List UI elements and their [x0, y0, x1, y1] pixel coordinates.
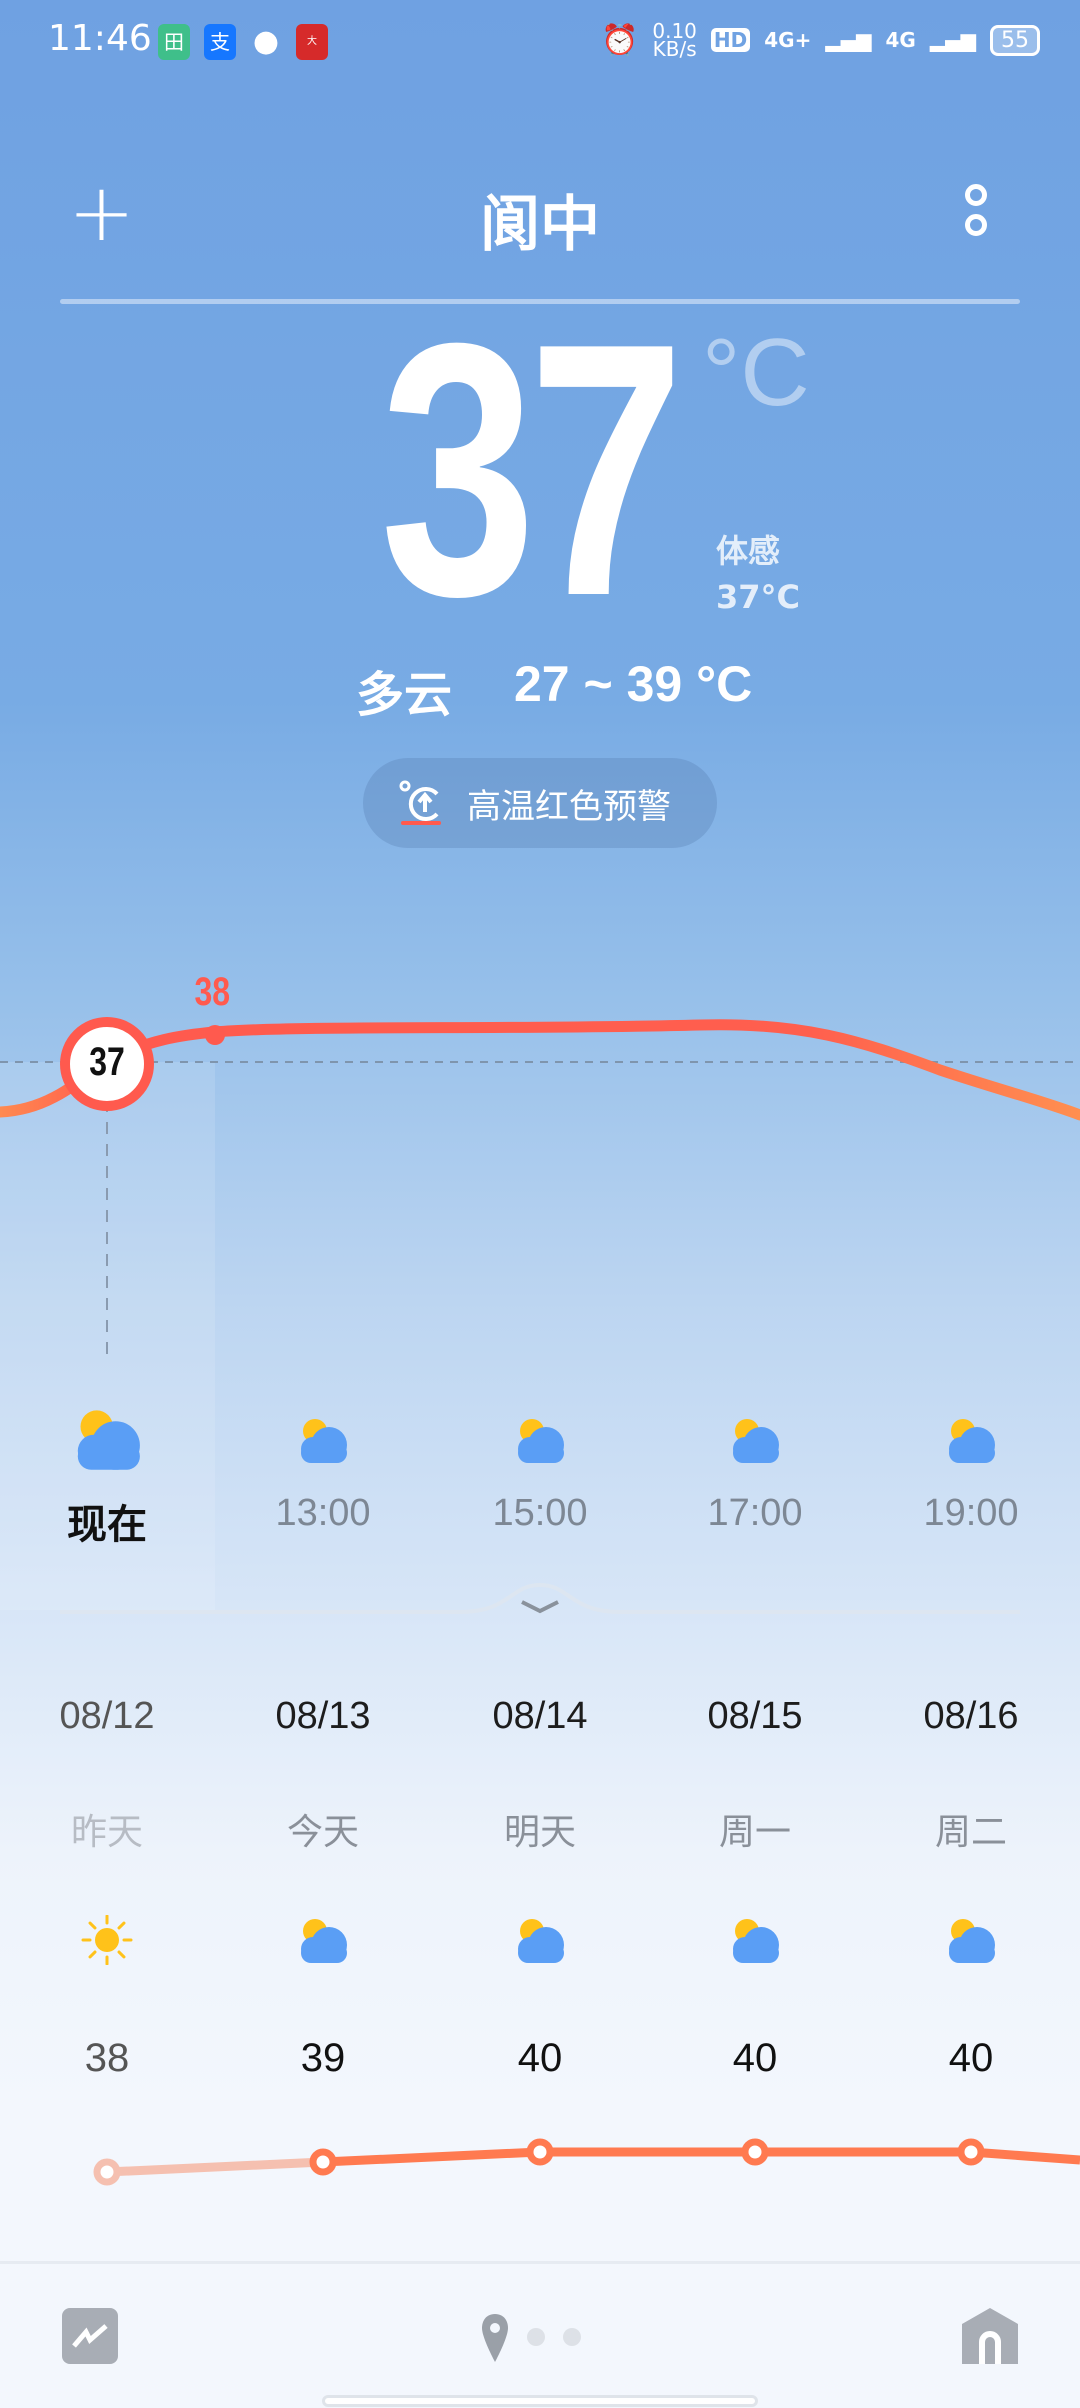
daily-temp-chart — [93, 2138, 1080, 2186]
weather-icon-partly-cloudy — [67, 1405, 148, 1477]
add-city-button[interactable]: + — [68, 166, 136, 259]
page-dot[interactable] — [563, 2328, 581, 2346]
hourly-temp-line — [0, 1019, 1080, 1121]
net-speed-value: 0.10 — [652, 19, 697, 43]
status-right: ⏰ 0.10 KB/s HD 4G+ ▂▄▆ 4G ▂▄▆ 55 — [601, 19, 1040, 61]
weather-icon-partly-cloudy — [941, 1915, 1001, 1969]
chevron-down-icon[interactable] — [521, 1600, 559, 1614]
day-weekday: 今天 — [286, 1812, 359, 1853]
alipay-icon: 支 — [204, 24, 236, 60]
weather-icon-partly-cloudy — [293, 1915, 353, 1969]
now-temp-label: 37 — [89, 1040, 125, 1084]
signal-icon: ▂▄▆ — [929, 28, 976, 52]
day-high-temp: 39 — [300, 2036, 346, 2080]
heat-alert-button[interactable]: 高温红色预警 — [363, 758, 717, 848]
message-icon: ● — [252, 24, 280, 59]
weather-icon-partly-cloudy — [293, 1415, 353, 1469]
temp-point — [957, 2138, 985, 2166]
trend-icon[interactable] — [62, 2308, 118, 2364]
weather-icon-partly-cloudy — [725, 1415, 785, 1469]
bottom-divider — [0, 2261, 1080, 2264]
day-high-temp: 40 — [517, 2036, 563, 2080]
weather-icon-partly-cloudy — [725, 1915, 785, 1969]
temp-point — [741, 2138, 769, 2166]
day-weekday: 明天 — [503, 1812, 576, 1853]
temp-point — [526, 2138, 554, 2166]
condition: 多云 — [356, 667, 453, 723]
hour-label: 17:00 — [707, 1492, 803, 1534]
temp-point — [309, 2148, 337, 2176]
news-app-icon: 大 — [296, 24, 328, 60]
day-date[interactable]: 08/15 — [707, 1695, 803, 1737]
expand-handle[interactable] — [60, 1575, 1020, 1625]
day-high-temp: 40 — [732, 2036, 778, 2080]
alarm-icon: ⏰ — [601, 22, 639, 58]
temp-segment — [106, 2157, 324, 2177]
day-date[interactable]: 08/12 — [59, 1695, 155, 1737]
city-title: 阆中 — [480, 190, 600, 260]
day-high-temp: 40 — [948, 2036, 994, 2080]
day-high-temp: 38 — [84, 2036, 130, 2080]
weather-icon-partly-cloudy — [941, 1415, 1001, 1469]
status-bar: 11:46 田 支 ● 大 ⏰ 0.10 KB/s HD 4G+ ▂▄▆ 4G ▂… — [0, 0, 1080, 85]
header-divider — [60, 299, 1020, 304]
peak-point — [205, 1025, 225, 1045]
hd-icon: HD — [710, 28, 751, 52]
page-dot[interactable] — [527, 2328, 545, 2346]
day-weekday: 周一 — [718, 1812, 791, 1853]
temp-range: 27 ~ 39 °C — [514, 656, 753, 712]
temp-segment — [322, 2147, 541, 2167]
hour-label: 现在 — [67, 1502, 147, 1548]
home-icon[interactable] — [962, 2308, 1018, 2364]
hourly-temp-chart — [0, 1017, 1080, 1360]
now-temp-marker — [60, 1017, 154, 1111]
dot-icon — [965, 214, 987, 236]
temp-segment — [970, 2147, 1080, 2165]
high-temp-alert-icon — [399, 780, 445, 826]
peak-temp-label: 38 — [194, 970, 231, 1014]
net-speed: 0.10 KB/s — [652, 19, 697, 61]
day-weekday: 昨天 — [70, 1812, 143, 1853]
clock: 11:46 — [48, 18, 152, 59]
signal-sim2: 4G — [885, 28, 916, 52]
net-speed-unit: KB/s — [652, 37, 697, 61]
weather-icon-partly-cloudy — [510, 1415, 570, 1469]
temp-unit: °C — [702, 319, 810, 426]
day-weekday: 周二 — [934, 1812, 1007, 1853]
hour-label: 13:00 — [275, 1492, 371, 1534]
alert-text: 高温红色预警 — [467, 786, 671, 827]
hour-label: 19:00 — [923, 1492, 1019, 1534]
day-date[interactable]: 08/14 — [492, 1695, 588, 1737]
signal-icon: ▂▄▆ — [825, 28, 872, 52]
feels-like-label: 体感 — [716, 532, 781, 570]
more-menu-button[interactable] — [962, 184, 990, 242]
current-temp: 37 — [380, 269, 685, 671]
battery-indicator: 55 — [990, 24, 1040, 56]
weather-icon-sunny — [77, 1914, 137, 1969]
signal-sim1: 4G+ — [764, 28, 812, 52]
gesture-bar[interactable] — [322, 2395, 758, 2407]
day-date[interactable]: 08/16 — [923, 1695, 1019, 1737]
dot-icon — [965, 184, 987, 206]
temp-point — [93, 2158, 121, 2186]
location-pin-icon — [482, 2314, 508, 2362]
weather-icon-partly-cloudy — [510, 1915, 570, 1969]
feels-like-value: 37°C — [716, 578, 801, 616]
app-notification-icon: 田 — [158, 24, 190, 60]
feels-like: 体感 37°C — [716, 528, 800, 620]
hour-label: 15:00 — [492, 1492, 588, 1534]
day-date[interactable]: 08/13 — [275, 1695, 371, 1737]
